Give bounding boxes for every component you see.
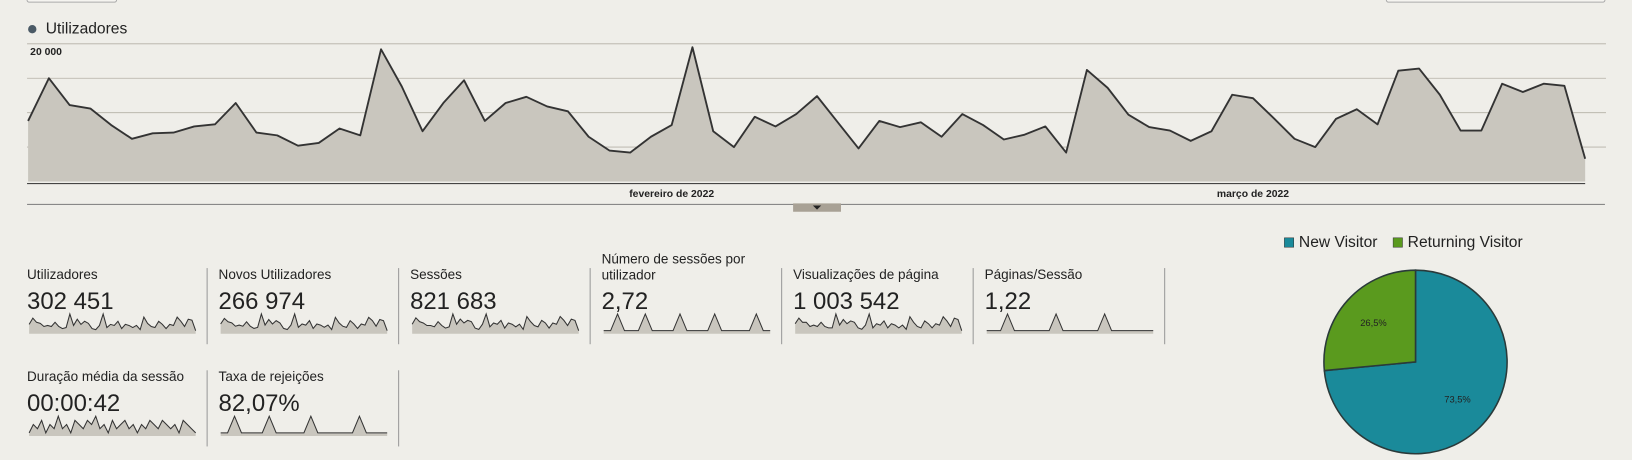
metric-value: 1 003 542 [793,288,899,315]
line [27,46,1587,160]
sparkline-area [29,416,196,437]
metric-label: Visualizações de página [793,267,939,282]
metric-label: Duração média da sessão [27,369,184,384]
sparkline [794,312,963,331]
sparkline-area [986,313,1154,334]
y-tick-label: 20 000 [30,47,62,58]
sparkline-area [220,313,388,334]
metric-value: 302 451 [27,288,113,315]
toolbar-button[interactable] [26,0,118,3]
toolbar-button-group[interactable] [1385,0,1606,3]
collapse-arrow [812,205,822,210]
sparkline [28,312,197,331]
pie-slice [1323,269,1417,372]
sparkline [28,414,197,435]
sparkline [411,312,580,331]
metric-value: 2,72 [602,288,649,315]
sparkline-area [603,313,771,334]
sparkline [986,312,1154,332]
sparkline-area [220,416,388,437]
legend-swatch [1284,237,1294,248]
metric-label: Número de sessões por utilizador [602,251,746,282]
metric-value: 1,22 [985,288,1032,315]
legend-label: Utilizadores [46,20,128,37]
x-tick-label: fevereiro de 2022 [629,189,714,200]
legend-swatch [1392,237,1403,248]
metric-label: Páginas/Sessão [985,267,1083,282]
slice-label: 73,5% [1444,395,1471,405]
sparkline [220,312,388,331]
metric-value: 00:00:42 [27,390,120,417]
metric-label: Utilizadores [27,267,98,282]
metric-value: 821 683 [410,288,496,315]
metric-label: Sessões [410,267,462,282]
slice-label: 26,5% [1360,318,1387,328]
legend-label: New Visitor [1299,234,1378,251]
sparkline-area [29,313,196,334]
metric-value: 266 974 [219,288,305,315]
x-tick-label: março de 2022 [1217,189,1289,200]
metric-value: 82,07% [219,390,300,417]
legend-marker [28,25,37,34]
legend-label: Returning Visitor [1408,234,1523,251]
metric-label: Taxa de rejeições [219,369,324,384]
metric-label: Novos Utilizadores [219,267,332,282]
sparkline-area [795,313,962,334]
area [28,47,1586,182]
sparkline [603,312,771,332]
sparkline [220,414,388,434]
